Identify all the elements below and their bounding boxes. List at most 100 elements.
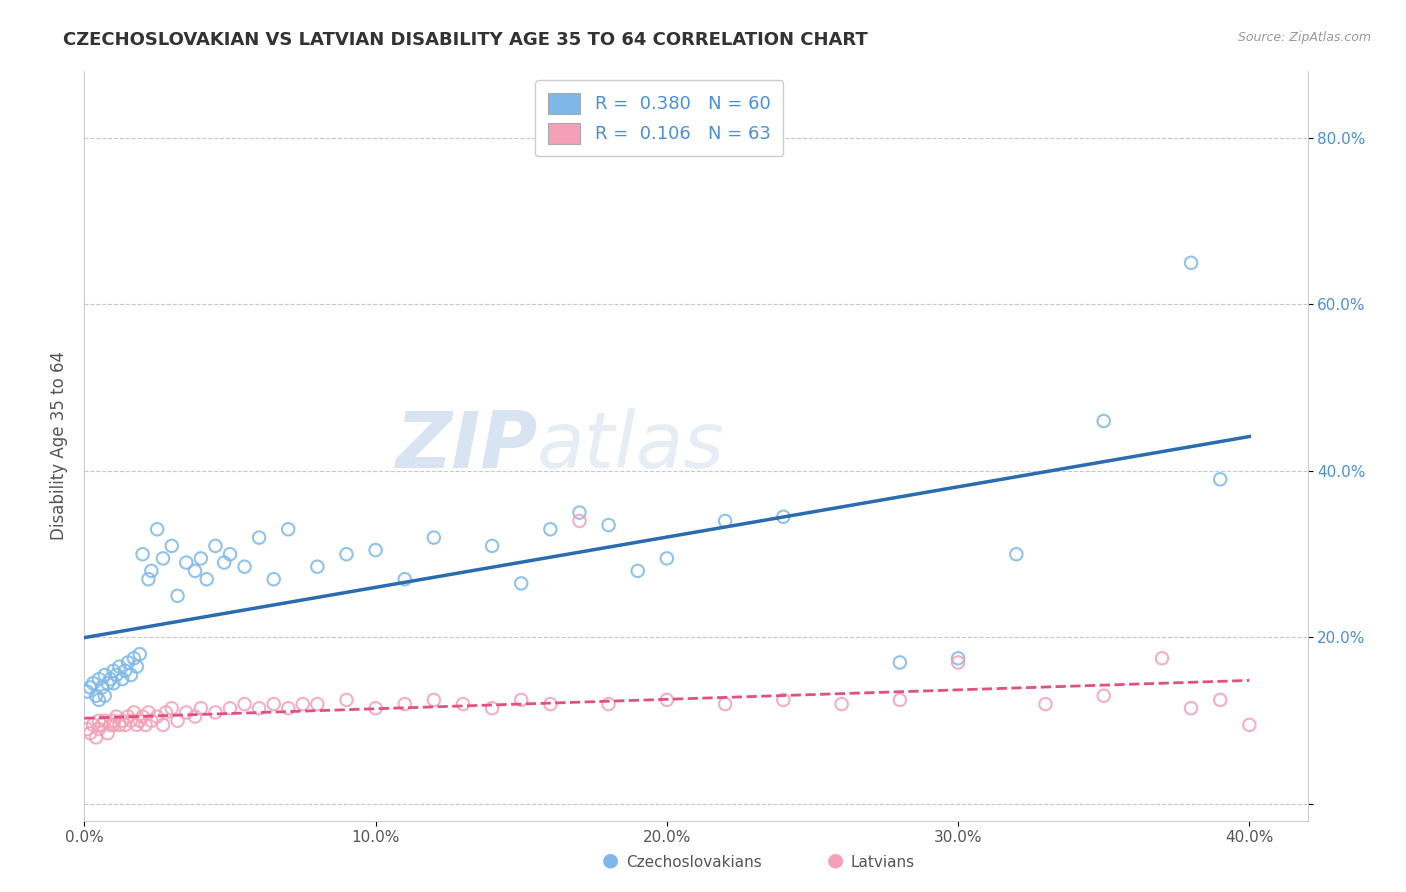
Point bbox=[155, 706, 177, 720]
Point bbox=[364, 543, 387, 558]
Point bbox=[481, 701, 503, 715]
Text: Source: ZipAtlas.com: Source: ZipAtlas.com bbox=[1237, 31, 1371, 45]
Point bbox=[946, 656, 969, 670]
Point bbox=[174, 706, 197, 720]
Point bbox=[510, 693, 533, 707]
Point bbox=[100, 718, 122, 732]
Point bbox=[772, 509, 794, 524]
Point bbox=[889, 693, 911, 707]
Point bbox=[114, 664, 136, 678]
Point bbox=[122, 706, 145, 720]
Point bbox=[655, 551, 678, 566]
Point bbox=[772, 693, 794, 707]
Point bbox=[131, 709, 153, 723]
Text: Latvians: Latvians bbox=[851, 855, 915, 870]
Point bbox=[125, 659, 148, 673]
Point bbox=[1180, 256, 1202, 270]
Point bbox=[108, 659, 131, 673]
Point bbox=[141, 564, 163, 578]
Point bbox=[335, 547, 357, 561]
Point bbox=[103, 718, 125, 732]
Point bbox=[103, 714, 125, 728]
Point bbox=[247, 701, 270, 715]
Point bbox=[108, 718, 131, 732]
Point bbox=[122, 651, 145, 665]
Point bbox=[568, 514, 591, 528]
Point bbox=[335, 693, 357, 707]
Text: ●: ● bbox=[602, 851, 619, 870]
Point bbox=[93, 714, 115, 728]
Point bbox=[233, 697, 256, 711]
Point bbox=[219, 701, 242, 715]
Point bbox=[100, 672, 122, 686]
Point bbox=[364, 701, 387, 715]
Point bbox=[195, 572, 218, 586]
Point bbox=[76, 684, 98, 698]
Point bbox=[120, 714, 142, 728]
Point bbox=[627, 564, 650, 578]
Text: atlas: atlas bbox=[537, 408, 725, 484]
Point bbox=[1209, 693, 1232, 707]
Point bbox=[1209, 472, 1232, 486]
Point bbox=[114, 718, 136, 732]
Point bbox=[1150, 651, 1173, 665]
Point bbox=[307, 697, 329, 711]
Point bbox=[190, 551, 212, 566]
Point bbox=[481, 539, 503, 553]
Point bbox=[82, 718, 104, 732]
Point bbox=[160, 701, 183, 715]
Point bbox=[247, 531, 270, 545]
Point bbox=[152, 551, 174, 566]
Point bbox=[79, 681, 101, 695]
Text: ●: ● bbox=[827, 851, 844, 870]
Point bbox=[128, 647, 150, 661]
Point bbox=[204, 706, 226, 720]
Point bbox=[146, 709, 169, 723]
Point bbox=[141, 714, 163, 728]
Point bbox=[84, 731, 107, 745]
Text: CZECHOSLOVAKIAN VS LATVIAN DISABILITY AGE 35 TO 64 CORRELATION CHART: CZECHOSLOVAKIAN VS LATVIAN DISABILITY AG… bbox=[63, 31, 868, 49]
Point bbox=[105, 709, 128, 723]
Point bbox=[160, 539, 183, 553]
Point bbox=[152, 718, 174, 732]
Point bbox=[90, 718, 112, 732]
Point bbox=[90, 681, 112, 695]
Point bbox=[117, 709, 139, 723]
Point bbox=[1092, 414, 1115, 428]
Point bbox=[946, 651, 969, 665]
Point bbox=[394, 697, 416, 711]
Point bbox=[219, 547, 242, 561]
Point bbox=[125, 718, 148, 732]
Point bbox=[103, 664, 125, 678]
Point bbox=[291, 697, 314, 711]
Point bbox=[79, 726, 101, 740]
Point bbox=[714, 697, 737, 711]
Point bbox=[1035, 697, 1057, 711]
Point bbox=[138, 706, 160, 720]
Point bbox=[190, 701, 212, 715]
Legend: R =  0.380   N = 60, R =  0.106   N = 63: R = 0.380 N = 60, R = 0.106 N = 63 bbox=[536, 80, 783, 156]
Point bbox=[423, 693, 446, 707]
Point bbox=[131, 547, 153, 561]
Point bbox=[451, 697, 474, 711]
Point bbox=[117, 656, 139, 670]
Point bbox=[87, 722, 110, 736]
Point bbox=[166, 714, 188, 728]
Point bbox=[598, 518, 620, 533]
Point bbox=[138, 572, 160, 586]
Point bbox=[538, 697, 561, 711]
Point bbox=[146, 522, 169, 536]
Point bbox=[568, 506, 591, 520]
Point bbox=[87, 693, 110, 707]
Point bbox=[263, 697, 285, 711]
Point bbox=[212, 556, 235, 570]
Point bbox=[277, 701, 299, 715]
Point bbox=[204, 539, 226, 553]
Point bbox=[120, 668, 142, 682]
Point bbox=[84, 689, 107, 703]
Point bbox=[174, 556, 197, 570]
Point bbox=[97, 676, 120, 690]
Point bbox=[233, 559, 256, 574]
Point bbox=[277, 522, 299, 536]
Point bbox=[184, 564, 207, 578]
